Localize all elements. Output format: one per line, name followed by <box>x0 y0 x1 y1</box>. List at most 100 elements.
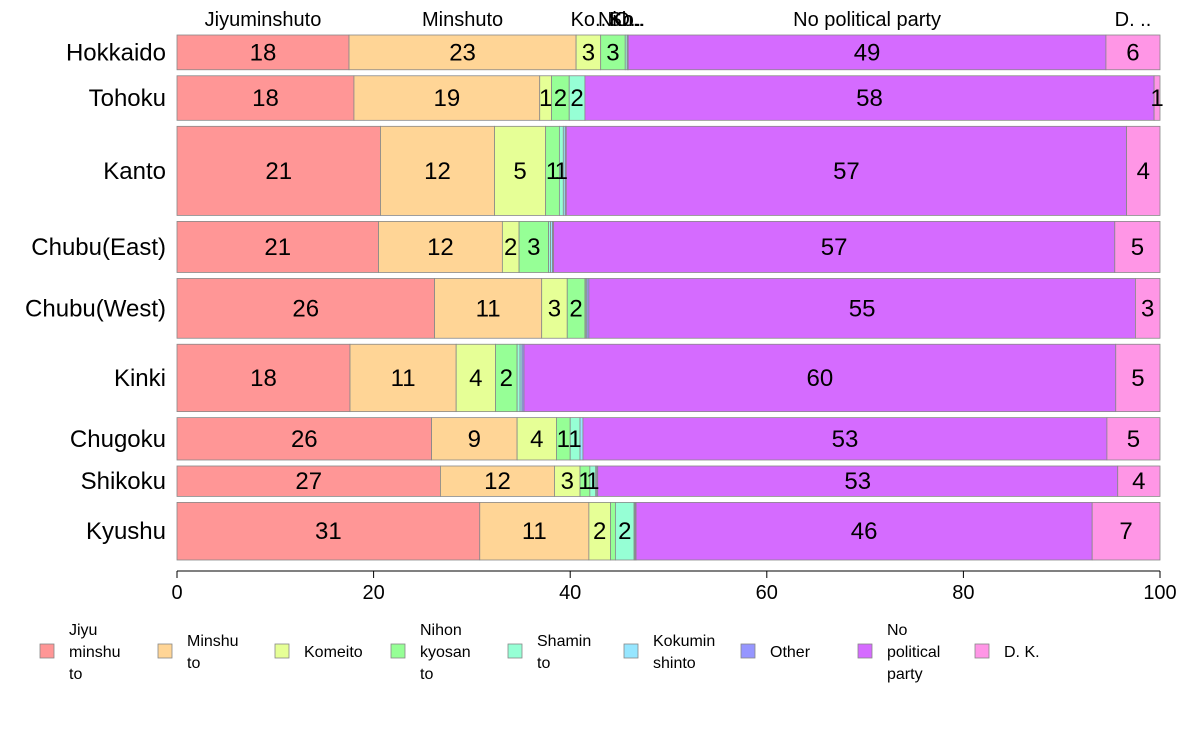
segment-value-label: 4 <box>1132 468 1145 495</box>
bar-segment <box>353 75 541 121</box>
segment-value-label: 21 <box>264 234 291 261</box>
segment-value-label: 49 <box>854 39 881 66</box>
category-label: Kinki <box>114 365 166 392</box>
segment-value-label: 18 <box>250 365 277 392</box>
segment-value-label: 55 <box>849 295 876 322</box>
column-top-label: Ko.. <box>609 9 645 31</box>
category-label: Chubu(East) <box>31 234 166 261</box>
legend-swatch <box>390 643 406 659</box>
segment-value-label: 11 <box>522 518 547 545</box>
segment-value-label: 53 <box>844 468 871 495</box>
segment-value-label: 2 <box>500 365 513 392</box>
bar-segment <box>1114 221 1161 273</box>
bar-segment <box>176 125 381 216</box>
bar-segment <box>176 343 351 413</box>
segment-value-label: 21 <box>265 158 292 185</box>
x-tick-label: 40 <box>559 582 581 604</box>
bar-segment <box>1115 343 1161 413</box>
segment-value-label: 5 <box>1127 426 1140 453</box>
bar-segment <box>554 465 581 497</box>
bar-segment <box>588 278 1136 339</box>
bar-segment <box>176 75 355 121</box>
legend-label: Minshu to <box>187 633 239 672</box>
bar-segment <box>176 417 432 461</box>
segment-labels: 18 23 3 3 49 618 19 1 2 2 58 121 12 5 11 57 421 12 2 3 57 526… <box>250 39 1164 545</box>
x-tick-label: 80 <box>952 582 974 604</box>
bar-segment <box>176 221 379 273</box>
bar-segment <box>1117 465 1161 497</box>
bar-segment <box>1153 75 1161 121</box>
segment-value-label: 1 <box>555 158 568 185</box>
segment-value-label: 26 <box>291 426 318 453</box>
bar-segment <box>494 125 547 216</box>
category-labels: Hokkaido Tohoku Kanto Chubu(East) Chubu(West… <box>25 39 166 545</box>
legend-label: Nihon kyosan to <box>420 622 471 683</box>
bar-segment <box>553 221 1116 273</box>
segment-value-label: 2 <box>593 518 606 545</box>
segment-value-label: 11 <box>391 365 416 392</box>
legend: Jiyu minshu to Minshu to Komeito Nihon kyosan to… <box>39 622 1040 683</box>
legend-swatch <box>39 643 55 659</box>
segment-value-label: 1 <box>578 468 591 495</box>
segment-value-label: 23 <box>449 39 476 66</box>
segment-value-label: 12 <box>484 468 511 495</box>
bar-segment <box>518 221 549 273</box>
bar-segment <box>1106 417 1161 461</box>
segment-value-label: 1 <box>557 426 570 453</box>
x-axis: 0 20 40 60 80 100 <box>171 570 1177 604</box>
bar-segment <box>597 465 1119 497</box>
segment-value-label: 27 <box>295 468 322 495</box>
segment-value-label: 3 <box>582 39 595 66</box>
segment-value-label: 12 <box>424 158 451 185</box>
column-top-label: D. .. <box>1115 9 1152 31</box>
legend-label: Komeito <box>304 644 363 661</box>
segment-value-label: 3 <box>527 234 540 261</box>
legend-label: D. K. <box>1004 644 1040 661</box>
bar-segment <box>380 125 495 216</box>
column-top-label: Minshuto <box>422 9 503 31</box>
bar-segment <box>1105 34 1161 71</box>
category-label: Shikoku <box>81 468 166 495</box>
bar-segment <box>176 465 441 497</box>
legend-swatch <box>157 643 173 659</box>
bar-segment <box>176 502 481 561</box>
segment-value-label: 4 <box>469 365 482 392</box>
segment-value-label: 2 <box>618 518 631 545</box>
segment-value-label: 18 <box>250 39 277 66</box>
bar-segment <box>176 34 350 71</box>
bar-segment <box>516 417 557 461</box>
column-top-label: No political party <box>793 9 941 31</box>
segment-value-label: 4 <box>530 426 543 453</box>
x-tick-label: 100 <box>1143 582 1176 604</box>
category-label: Tohoku <box>89 85 166 112</box>
segment-value-label: 46 <box>851 518 878 545</box>
category-label: Chugoku <box>70 426 166 453</box>
category-label: Chubu(West) <box>25 295 166 322</box>
segment-value-label: 9 <box>468 426 481 453</box>
bar-segment <box>565 125 1127 216</box>
legend-label: Jiyu minshu to <box>69 622 121 683</box>
segment-value-label: 1 <box>539 85 552 112</box>
segment-value-label: 57 <box>821 234 848 261</box>
column-top-label: Sh.. <box>608 9 644 31</box>
segment-value-label: 53 <box>832 426 859 453</box>
bar-segment <box>440 465 555 497</box>
bar-segment <box>635 502 1093 561</box>
bar-segment <box>1091 502 1161 561</box>
column-top-label: Ko.. <box>571 9 607 31</box>
segment-value-label: 2 <box>504 234 517 261</box>
legend-label: No political party <box>887 622 940 683</box>
segment-value-label: 2 <box>569 295 582 322</box>
bar-segment <box>431 417 518 461</box>
column-top-label: Jiyuminshuto <box>205 9 322 31</box>
bar-segment <box>176 278 435 339</box>
segment-value-label: 7 <box>1119 518 1132 545</box>
legend-swatch <box>623 643 639 659</box>
segment-value-label: 58 <box>856 85 883 112</box>
segment-value-label: 18 <box>252 85 279 112</box>
segment-value-label: 60 <box>807 365 834 392</box>
bar-segment <box>348 34 577 71</box>
bar-area <box>176 34 1161 561</box>
legend-swatch <box>857 643 873 659</box>
